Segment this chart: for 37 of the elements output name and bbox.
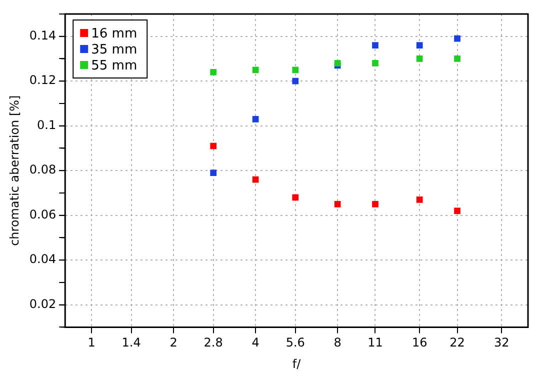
point xyxy=(252,116,259,122)
point xyxy=(454,208,460,214)
y-tick-label: 0.14 xyxy=(29,28,56,42)
x-tick-label: 22 xyxy=(450,336,465,350)
y-tick-label: 0.04 xyxy=(29,252,56,266)
legend-label: 55 mm xyxy=(91,58,138,74)
point xyxy=(454,35,460,42)
legend-label: 16 mm xyxy=(91,26,138,42)
x-tick-label: 2.8 xyxy=(204,336,223,350)
point xyxy=(292,78,299,84)
point xyxy=(372,60,378,66)
x-tick-label: 11 xyxy=(368,336,383,350)
x-axis-title: f/ xyxy=(292,356,302,371)
y-tick-label: 0.02 xyxy=(29,296,56,311)
y-tick-label: 0.06 xyxy=(29,207,56,222)
point xyxy=(454,56,460,62)
x-tick-label: 5.6 xyxy=(286,336,305,350)
point xyxy=(210,68,217,76)
point xyxy=(372,200,378,208)
y-tick-label: 0.08 xyxy=(29,162,56,177)
point xyxy=(292,66,299,74)
x-tick-label: 4 xyxy=(252,336,260,350)
x-tick-label: 1 xyxy=(88,336,96,350)
point xyxy=(210,142,217,150)
y-axis-title: chromatic aberration [%] xyxy=(7,95,22,246)
y-tick-label: 0.1 xyxy=(37,118,56,132)
x-tick-label: 2 xyxy=(170,336,178,350)
point xyxy=(292,194,299,201)
x-tick-label: 8 xyxy=(334,336,342,350)
x-tick-label: 1.4 xyxy=(122,336,141,350)
point xyxy=(372,42,378,48)
legend-label: 35 mm xyxy=(91,42,138,58)
x-tick-label: 32 xyxy=(494,336,510,350)
point xyxy=(210,170,217,176)
point xyxy=(252,66,259,74)
y-tick-label: 0.12 xyxy=(29,73,56,88)
x-tick-label: 16 xyxy=(412,336,428,350)
